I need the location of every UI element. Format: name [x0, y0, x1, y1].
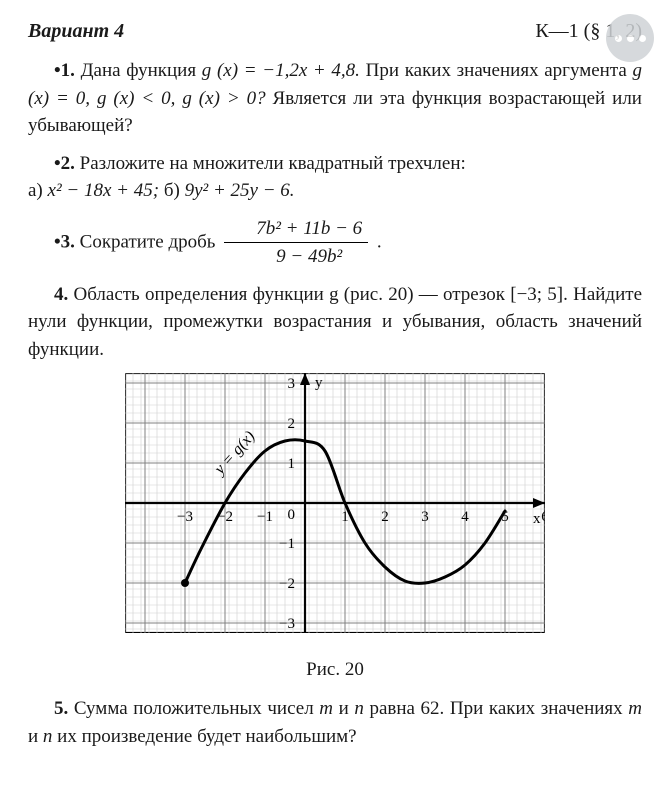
p2-a-expr: x² − 18x + 45;: [48, 180, 160, 201]
svg-text:−1: −1: [257, 509, 273, 525]
p3-num: 7b² + 11b − 6: [224, 215, 368, 244]
p1-text-b: При каких значениях аргумента: [366, 60, 633, 81]
p1-bullet: •1.: [54, 60, 75, 81]
header: Вариант 4 К—1 (§ 1, 2): [28, 20, 642, 43]
p2-a-label: a): [28, 180, 48, 201]
svg-text:x: x: [533, 511, 541, 527]
p3-den: 9 − 49b²: [224, 243, 368, 271]
p5-m2: m: [628, 698, 642, 719]
p5-and2: и: [28, 726, 43, 747]
p3-fraction: 7b² + 11b − 6 9 − 49b²: [224, 215, 368, 271]
p1-c2: g (x) < 0,: [97, 88, 175, 109]
svg-text:6: 6: [541, 509, 545, 525]
p1-func: g (x) = −1,2x + 4,8.: [202, 60, 360, 81]
problem-2: •2. Разложите на множители квадратный тр…: [28, 150, 642, 205]
variant-title: Вариант 4: [28, 20, 124, 43]
p5-and: и: [339, 698, 355, 719]
problem-1: •1. Дана функция g (x) = −1,2x + 4,8. Пр…: [28, 57, 642, 140]
svg-text:3: 3: [421, 509, 429, 525]
svg-text:y: y: [315, 375, 323, 391]
p5-num: 5.: [54, 698, 68, 719]
p5-m: m: [319, 698, 333, 719]
svg-text:−3: −3: [177, 509, 193, 525]
p3-lead: Сократите дробь: [80, 231, 221, 252]
svg-text:0: 0: [288, 507, 296, 523]
svg-text:3: 3: [288, 376, 296, 392]
problem-3: •3. Сократите дробь 7b² + 11b − 6 9 − 49…: [28, 215, 642, 271]
more-menu-button[interactable]: [606, 14, 654, 62]
p2-bullet: •2.: [54, 153, 75, 174]
svg-text:2: 2: [381, 509, 389, 525]
p5-text-a: Сумма положительных чисел: [74, 698, 319, 719]
svg-text:2: 2: [288, 416, 296, 432]
p5-text-c: их произведение будет наибольшим?: [57, 726, 356, 747]
svg-text:1: 1: [288, 456, 296, 472]
p2-b-label: б): [164, 180, 185, 201]
p5-text-b: равна 62. При каких значениях: [369, 698, 628, 719]
svg-text:−1: −1: [279, 536, 295, 552]
p3-bullet: •3.: [54, 231, 75, 252]
p2-lead: Разложите на множители квадратный трехчл…: [80, 153, 466, 174]
p1-c3: g (x) > 0?: [182, 88, 265, 109]
problem-4: 4. Область определения функции g (рис. 2…: [28, 281, 642, 364]
p4-num: 4.: [54, 284, 68, 305]
figure-20: −3−2−1123456−3−2−11230xyy = g(x): [28, 373, 642, 633]
p4-text: Область определения функции g (рис. 20) …: [28, 284, 642, 360]
svg-text:y = g(x): y = g(x): [210, 428, 259, 479]
problem-5: 5. Сумма положительных чисел m и n равна…: [28, 695, 642, 750]
svg-text:−2: −2: [279, 576, 295, 592]
function-graph: −3−2−1123456−3−2−11230xyy = g(x): [125, 373, 545, 633]
svg-text:−3: −3: [279, 616, 295, 632]
p1-text-a: Дана функция: [81, 60, 202, 81]
p3-tail: .: [377, 231, 382, 252]
p5-n2: n: [43, 726, 53, 747]
p5-n: n: [354, 698, 364, 719]
figure-caption: Рис. 20: [28, 659, 642, 681]
svg-text:4: 4: [461, 509, 469, 525]
p2-b-expr: 9y² + 25y − 6.: [185, 180, 295, 201]
